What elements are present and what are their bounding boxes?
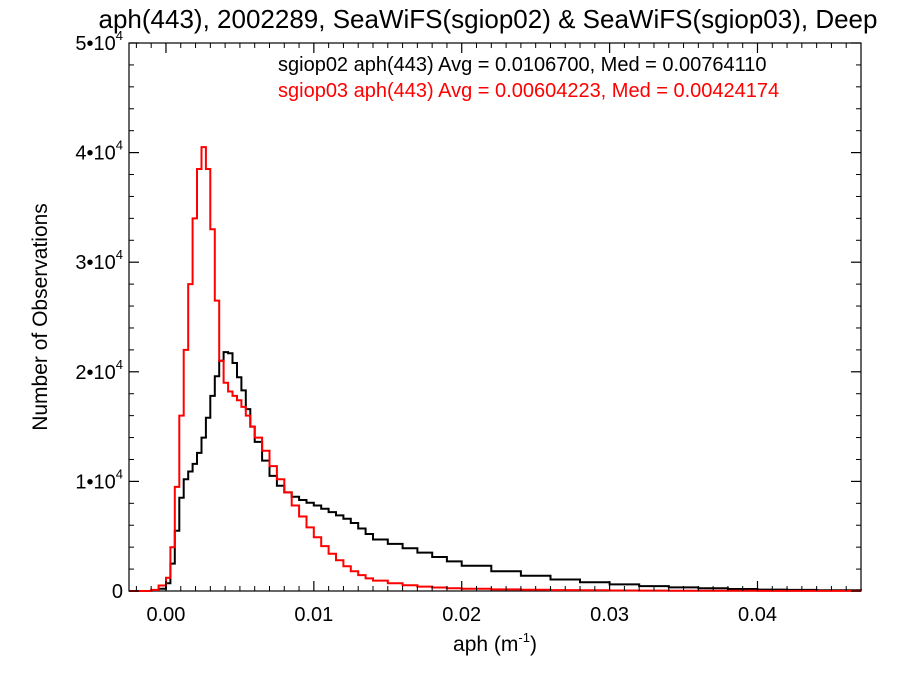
x-axis-label: aph (m-1) (453, 630, 537, 656)
y-tick-label: 4•104 (75, 138, 123, 165)
y-tick-label: 0 (112, 581, 123, 603)
x-tick-label: 0.03 (590, 604, 629, 626)
series-layer (129, 146, 862, 592)
y-tick-label-exponent: 4 (116, 466, 123, 481)
axis-ticks: 0.00 0.01 0.02 0.03 0.0401•1042•1043•1044•10… (75, 28, 861, 626)
legend-entry-1: sgiop02 aph(443) Avg = 0.0106700, Med = … (278, 54, 767, 76)
y-tick-label-exponent: 4 (116, 357, 123, 372)
y-tick-label-mantissa: 2•10 (75, 362, 115, 384)
plot-frame (128, 42, 862, 592)
x-axis-label-close: ) (530, 633, 537, 656)
legend-entry-2: sgiop03 aph(443) Avg = 0.00604223, Med =… (278, 80, 779, 102)
y-tick-label: 2•104 (75, 357, 123, 384)
y-tick-label-exponent: 4 (116, 28, 123, 43)
y-tick-label: 1•104 (75, 466, 123, 493)
series-line-1 (129, 351, 862, 592)
y-tick-label-mantissa: 3•10 (75, 252, 115, 274)
x-tick-label: 0.01 (294, 604, 333, 626)
y-tick-label: 3•104 (75, 247, 123, 274)
x-tick-label: 0.04 (738, 604, 777, 626)
x-axis-label-text: aph (m (453, 633, 518, 656)
y-tick-label-mantissa: 0 (112, 581, 123, 603)
y-tick-label: 5•104 (75, 28, 123, 55)
x-tick-label: 0.00 (147, 604, 186, 626)
y-tick-label-mantissa: 1•10 (75, 471, 115, 493)
y-tick-label-exponent: 4 (116, 138, 123, 153)
chart-title: aph(443), 2002289, SeaWiFS(sgiop02) & Se… (99, 4, 878, 34)
legend: sgiop02 aph(443) Avg = 0.0106700, Med = … (278, 54, 779, 102)
y-tick-label-mantissa: 5•10 (75, 33, 115, 55)
y-tick-label-mantissa: 4•10 (75, 143, 115, 165)
y-axis-label: Number of Observations (29, 203, 52, 431)
x-tick-label: 0.02 (442, 604, 481, 626)
x-axis-label-superscript: -1 (518, 630, 530, 645)
series-line-2 (129, 146, 862, 592)
y-tick-label-exponent: 4 (116, 247, 123, 262)
